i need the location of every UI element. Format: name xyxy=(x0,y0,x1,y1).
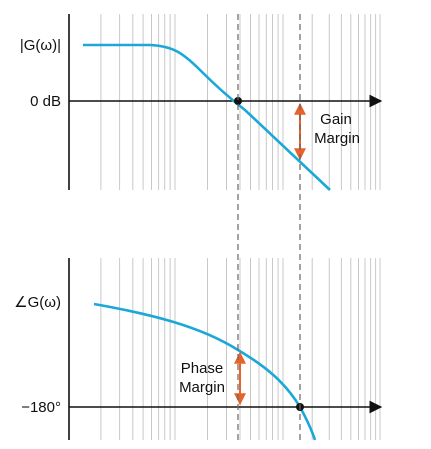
magnitude-plot: |G(ω)| 0 dB Gain Margin xyxy=(20,14,383,191)
phase-margin-label-line1: Phase xyxy=(181,360,224,377)
minus-180-label: −180° xyxy=(21,399,61,416)
gain-margin-label-line1: Gain xyxy=(320,111,352,128)
gain-crossover-marker xyxy=(234,97,242,105)
phase-axis-label: ∠G(ω) xyxy=(14,294,61,311)
phase-curve xyxy=(93,302,317,441)
phase-plot: ∠G(ω) −180° Phase Margin xyxy=(14,258,383,441)
phase-margin-label-line2: Margin xyxy=(179,379,225,396)
zero-db-label: 0 dB xyxy=(30,93,61,110)
phase-grid xyxy=(100,258,381,440)
gain-margin-label-line2: Margin xyxy=(314,130,360,147)
magnitude-axis-label: |G(ω)| xyxy=(20,37,61,54)
